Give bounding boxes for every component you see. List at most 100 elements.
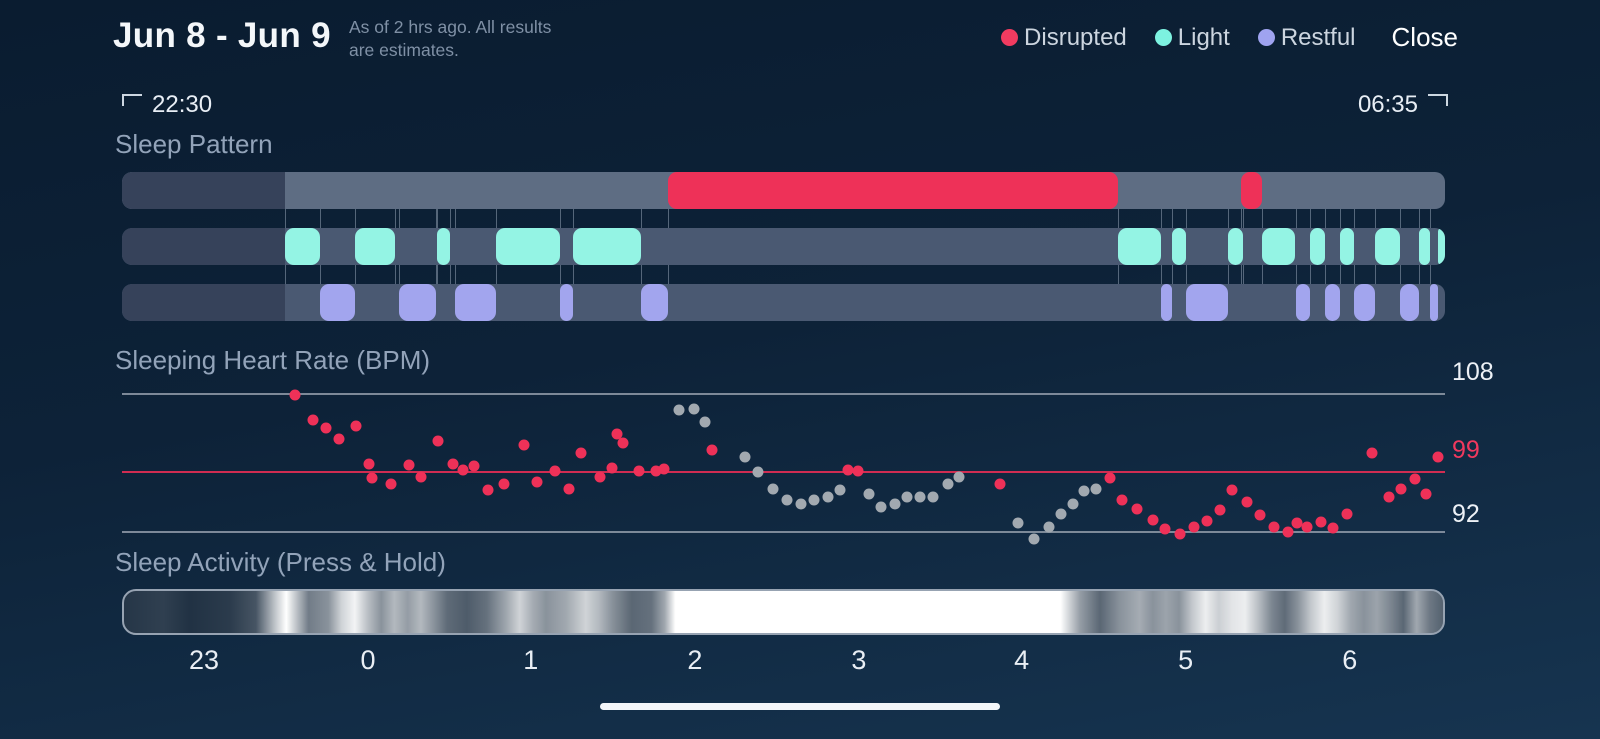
heart-rate-dot-elevated bbox=[363, 458, 375, 470]
sleep-activity-bar[interactable] bbox=[122, 589, 1445, 635]
sleep-segment-disrupted bbox=[1241, 172, 1263, 209]
heart-rate-dot-normal bbox=[834, 484, 846, 496]
heart-rate-dot-normal bbox=[1012, 517, 1024, 529]
heart-rate-dot-normal bbox=[1028, 533, 1040, 545]
sleep-segment-disrupted bbox=[668, 172, 1119, 209]
heart-rate-dot-elevated bbox=[842, 464, 854, 476]
heart-rate-dot-elevated bbox=[333, 433, 345, 445]
axis-label-hour-3: 3 bbox=[851, 645, 867, 675]
heart-rate-dot-elevated bbox=[1226, 484, 1238, 496]
axis-label-hour-6: 6 bbox=[1342, 645, 1358, 675]
pre-sleep-segment bbox=[122, 284, 285, 321]
heart-rate-dot-elevated bbox=[1254, 509, 1266, 521]
sleep-end-time: 06:35 bbox=[1358, 92, 1448, 117]
heart-rate-scatter-plot bbox=[122, 389, 1445, 545]
sleep-pattern-chart[interactable] bbox=[122, 172, 1445, 321]
heart-rate-dot-normal bbox=[863, 488, 875, 500]
heart-rate-dot-elevated bbox=[575, 447, 587, 459]
heart-rate-dot-elevated bbox=[994, 478, 1006, 490]
heart-rate-dot-elevated bbox=[1188, 521, 1200, 533]
reference-line-108 bbox=[122, 393, 1445, 395]
heart-rate-dot-elevated bbox=[606, 462, 617, 474]
heart-rate-dot-elevated bbox=[482, 484, 494, 496]
heart-rate-dot-elevated bbox=[1315, 516, 1327, 527]
axis-label-hour-23: 23 bbox=[188, 645, 220, 675]
heart-rate-dot-elevated bbox=[307, 414, 318, 426]
heart-rate-dot-elevated bbox=[1131, 503, 1143, 515]
sleep-segment-light bbox=[436, 228, 451, 265]
reference-line-92 bbox=[122, 531, 1445, 533]
disrupted-legend-dot-icon bbox=[1001, 29, 1019, 46]
heart-rate-dot-elevated bbox=[1201, 515, 1213, 527]
heart-rate-dot-elevated bbox=[1409, 473, 1421, 485]
home-indicator[interactable] bbox=[600, 703, 1000, 710]
heart-rate-dot-normal bbox=[767, 483, 779, 495]
heart-rate-dot-elevated bbox=[289, 389, 301, 401]
heart-rate-dot-elevated bbox=[617, 437, 629, 449]
heart-rate-dot-normal bbox=[942, 478, 954, 490]
hour-axis: 23 0 1 2 3 4 5 6 bbox=[122, 645, 1445, 677]
heart-rate-dot-elevated bbox=[852, 465, 864, 477]
sleep-segment-light bbox=[284, 228, 321, 265]
sleep-segment-restful bbox=[640, 284, 669, 321]
restful-legend-dot-icon bbox=[1257, 29, 1275, 46]
heart-rate-dot-normal bbox=[901, 491, 913, 503]
sleep-activity-title: Sleep Activity (Press & Hold) bbox=[115, 547, 446, 577]
heart-rate-dot-elevated bbox=[385, 478, 397, 490]
sleep-segment-restful bbox=[559, 284, 574, 321]
heart-rate-dot-elevated bbox=[1301, 521, 1313, 533]
heart-rate-dot-elevated bbox=[1268, 521, 1280, 533]
sleep-segment-restful bbox=[1400, 284, 1419, 321]
heart-rate-dot-elevated bbox=[350, 420, 362, 432]
sleep-segment-restful bbox=[1160, 284, 1173, 321]
sleep-segment-light bbox=[1374, 228, 1400, 265]
heart-rate-dot-normal bbox=[889, 498, 901, 510]
heart-rate-dot-elevated bbox=[1147, 514, 1159, 526]
sleep-end-label: 06:35 bbox=[1357, 91, 1418, 118]
restful-sleep-track bbox=[122, 284, 1445, 321]
heart-rate-dot-normal bbox=[1043, 521, 1055, 533]
axis-label-hour-0: 0 bbox=[360, 645, 376, 675]
sleep-segment-restful bbox=[1185, 284, 1229, 321]
range-end-bracket-icon bbox=[1428, 94, 1448, 106]
legend-label-light: Light bbox=[1177, 23, 1230, 51]
sleep-start-label: 22:30 bbox=[152, 91, 213, 118]
heart-rate-dot-elevated bbox=[320, 422, 332, 434]
heart-rate-dot-elevated bbox=[1383, 491, 1395, 502]
heart-rate-dot-elevated bbox=[432, 435, 444, 447]
sleep-segment-restful bbox=[1430, 284, 1439, 321]
heart-rate-dot-elevated bbox=[1327, 522, 1339, 534]
sleep-pattern-title: Sleep Pattern bbox=[115, 129, 273, 159]
heart-rate-dot-normal bbox=[699, 416, 711, 428]
axis-label-hour-2: 2 bbox=[687, 645, 703, 675]
heart-rate-dot-elevated bbox=[594, 471, 606, 483]
sleep-segment-light bbox=[1310, 228, 1325, 265]
sleep-segment-light bbox=[1418, 228, 1431, 265]
heart-rate-dot-normal bbox=[1078, 485, 1090, 497]
heart-rate-dot-elevated bbox=[498, 478, 510, 490]
heart-rate-dot-elevated bbox=[457, 464, 469, 476]
top-bar: Disrupted Light Restful Close bbox=[1001, 22, 1458, 53]
sleep-segment-restful bbox=[1324, 284, 1341, 321]
pre-sleep-segment bbox=[122, 172, 285, 209]
heart-rate-dot-normal bbox=[688, 403, 700, 415]
heart-rate-dot-elevated bbox=[611, 428, 623, 440]
heart-rate-dot-elevated bbox=[706, 444, 718, 456]
close-button[interactable]: Close bbox=[1391, 22, 1458, 52]
heart-rate-dot-normal bbox=[673, 404, 685, 416]
legend-label-disrupted: Disrupted bbox=[1024, 23, 1127, 51]
sleep-segment-light bbox=[1118, 228, 1161, 265]
results-disclaimer: As of 2 hrs ago. All results are estimat… bbox=[349, 17, 552, 61]
sleep-segment-light bbox=[1228, 228, 1243, 265]
legend-item-disrupted: Disrupted bbox=[1001, 24, 1127, 52]
heart-rate-dot-elevated bbox=[658, 463, 670, 475]
heart-rate-dot-elevated bbox=[563, 483, 575, 495]
heart-rate-dot-elevated bbox=[468, 460, 480, 472]
sleep-segment-restful bbox=[1295, 284, 1311, 321]
heart-rate-dot-elevated bbox=[415, 471, 427, 483]
axis-label-hour-5: 5 bbox=[1178, 645, 1194, 675]
heart-rate-dot-elevated bbox=[1159, 523, 1171, 535]
sleep-segment-restful bbox=[1353, 284, 1375, 321]
axis-label-hour-1: 1 bbox=[523, 645, 539, 675]
heart-rate-dot-normal bbox=[1055, 508, 1067, 520]
